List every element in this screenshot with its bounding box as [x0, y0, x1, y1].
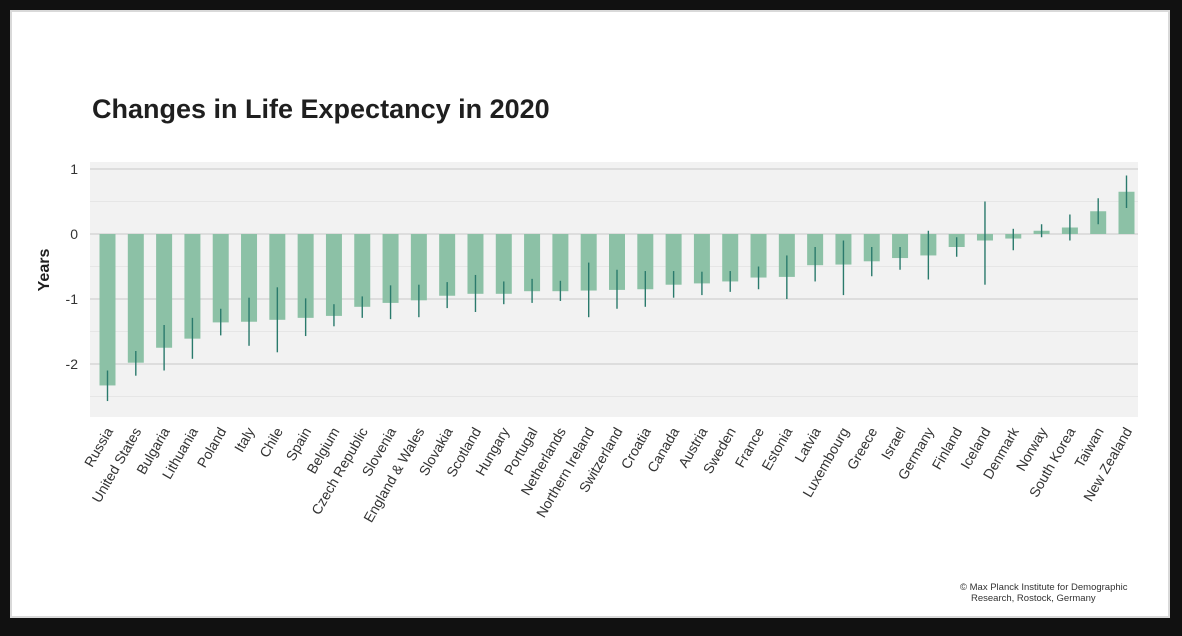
- bar-austria: [693, 234, 710, 284]
- life-expectancy-chart: Changes in Life Expectancy in 2020 Years…: [36, 94, 1138, 525]
- bar-italy: [241, 234, 258, 322]
- bar-slovenia: [382, 234, 399, 303]
- bar-united-states: [127, 234, 144, 363]
- bar-england-wales: [410, 234, 427, 301]
- bar-france: [750, 234, 767, 278]
- bar-israel: [892, 234, 909, 259]
- credit-line-1: © Max Planck Institute for Demographic: [960, 582, 1128, 593]
- chart-card: Changes in Life Expectancy in 2020 Years…: [10, 10, 1170, 618]
- x-tick-label: Chile: [256, 424, 286, 460]
- bar-portugal: [524, 234, 541, 292]
- y-tick-label: 1: [70, 161, 78, 177]
- bar-chile: [269, 234, 286, 320]
- bar-northern-ireland: [580, 234, 597, 291]
- y-tick-label: -1: [66, 291, 79, 307]
- bar-czech-republic: [354, 234, 371, 307]
- bar-russia: [99, 234, 116, 386]
- bar-switzerland: [609, 234, 625, 290]
- bar-hungary: [495, 234, 512, 294]
- chart-title: Changes in Life Expectancy in 2020: [92, 94, 550, 124]
- x-tick-label: Italy: [231, 425, 258, 455]
- y-tick-label: -2: [66, 356, 79, 372]
- y-tick-label: 0: [70, 226, 78, 242]
- bar-croatia: [637, 234, 654, 290]
- bar-sweden: [722, 234, 739, 282]
- bar-lithuania: [184, 234, 201, 339]
- bar-netherlands: [552, 234, 569, 292]
- y-axis-label: Years: [36, 249, 53, 292]
- bar-spain: [297, 234, 314, 318]
- copyright-credit: © Max Planck Institute for Demographic R…: [960, 582, 1128, 604]
- bar-bulgaria: [156, 234, 173, 348]
- bar-belgium: [325, 234, 342, 316]
- bar-new-zealand: [1118, 191, 1135, 234]
- bar-scotland: [467, 234, 484, 294]
- bar-canada: [665, 234, 682, 285]
- credit-line-2: Research, Rostock, Germany: [971, 593, 1096, 604]
- bar-slovakia: [439, 234, 456, 296]
- bar-poland: [212, 234, 229, 323]
